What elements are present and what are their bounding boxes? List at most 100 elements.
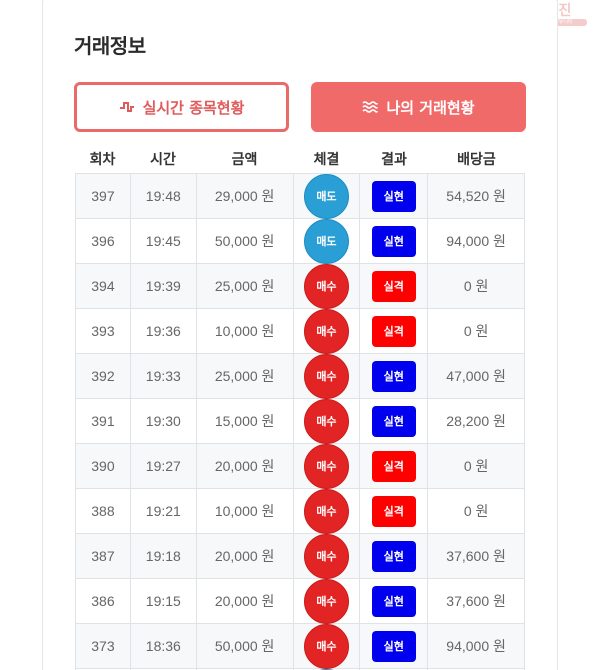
cell-time: 19:18 — [130, 534, 197, 579]
table-row: 387 19:18 20,000 원 매수 실현 37,600 원 — [76, 533, 525, 579]
execution-badge: 매수 — [303, 623, 349, 669]
cell-result: 실현 — [360, 624, 429, 669]
tab-realtime-label: 실시간 종목현황 — [142, 98, 245, 117]
cell-payout: 54,520 원 — [428, 174, 525, 219]
cell-time: 19:30 — [130, 399, 197, 444]
cell-result: 실현 — [360, 579, 429, 624]
table-row: 392 19:33 25,000 원 매수 실현 47,000 원 — [76, 353, 525, 399]
result-badge: 실현 — [371, 630, 416, 662]
result-badge: 실현 — [371, 540, 416, 572]
cell-result: 실현 — [360, 399, 429, 444]
cell-time: 19:21 — [130, 489, 197, 534]
table-row: 386 19:15 20,000 원 매수 실현 37,600 원 — [76, 578, 525, 624]
cell-result: 실현 — [360, 534, 429, 579]
cell-payout: 0 원 — [428, 309, 525, 354]
cell-amount: 29,000 원 — [196, 174, 294, 219]
cell-amount: 50,000 원 — [196, 624, 294, 669]
execution-badge: 매도 — [303, 218, 349, 264]
cell-round: 394 — [76, 264, 131, 309]
result-badge: 실격 — [371, 315, 416, 347]
table-row: 388 19:21 10,000 원 매수 실격 0 원 — [76, 488, 525, 534]
result-badge: 실격 — [371, 450, 416, 482]
table-row: 393 19:36 10,000 원 매수 실격 0 원 — [76, 308, 525, 354]
cell-amount: 25,000 원 — [196, 354, 294, 399]
cell-time: 19:45 — [130, 219, 197, 264]
execution-badge: 매수 — [303, 533, 349, 579]
trade-table: 397 19:48 29,000 원 매도 실현 54,520 원 396 19:45 50,0… — [75, 173, 525, 670]
cell-result: 실격 — [360, 309, 429, 354]
cell-result: 실현 — [360, 174, 429, 219]
table-header: 회차 시간 금액 체결 결과 배당금 — [75, 145, 525, 173]
col-time: 시간 — [150, 152, 176, 168]
cell-payout: 28,200 원 — [428, 399, 525, 444]
col-execution: 체결 — [313, 152, 340, 168]
table-row: 390 19:27 20,000 원 매수 실격 0 원 — [76, 443, 525, 489]
page-title: 거래정보 — [74, 34, 146, 58]
execution-badge: 매수 — [303, 578, 349, 624]
col-payout: 배당금 — [457, 152, 496, 168]
cell-execution: 매도 — [293, 218, 361, 264]
cell-amount: 10,000 원 — [196, 489, 294, 534]
cell-payout: 94,000 원 — [428, 624, 525, 669]
cell-time: 19:48 — [130, 174, 197, 219]
cell-payout: 37,600 원 — [428, 579, 525, 624]
result-badge: 실현 — [371, 225, 416, 257]
col-round: 회차 — [89, 152, 116, 168]
cell-result: 실현 — [360, 219, 429, 264]
cell-amount: 20,000 원 — [196, 534, 294, 579]
result-badge: 실현 — [371, 405, 416, 437]
tab-realtime-status[interactable]: 실시간 종목현황 — [74, 82, 289, 132]
table-row: 373 18:36 50,000 원 매수 실현 94,000 원 — [76, 623, 525, 669]
cell-time: 19:33 — [130, 354, 197, 399]
table-row: 394 19:39 25,000 원 매수 실격 0 원 — [76, 263, 525, 309]
cell-amount: 20,000 원 — [196, 444, 294, 489]
cell-execution: 매수 — [293, 623, 361, 669]
cell-amount: 50,000 원 — [196, 219, 294, 264]
cell-execution: 매수 — [293, 578, 361, 624]
cell-time: 18:36 — [130, 624, 197, 669]
cell-result: 실격 — [360, 444, 429, 489]
cell-payout: 37,600 원 — [428, 534, 525, 579]
execution-badge: 매수 — [303, 353, 349, 399]
cell-amount: 10,000 원 — [196, 309, 294, 354]
col-amount: 금액 — [231, 152, 258, 168]
table-row: 396 19:45 50,000 원 매도 실현 94,000 원 — [76, 218, 525, 264]
cell-payout: 94,000 원 — [428, 219, 525, 264]
cell-result: 실격 — [360, 489, 429, 534]
cell-execution: 매수 — [293, 533, 361, 579]
table-row: 397 19:48 29,000 원 매도 실현 54,520 원 — [76, 173, 525, 219]
cell-execution: 매수 — [293, 308, 361, 354]
tab-my-trades[interactable]: 나의 거래현황 — [311, 82, 526, 132]
result-badge: 실현 — [371, 585, 416, 617]
cell-round: 387 — [76, 534, 131, 579]
cell-execution: 매수 — [293, 263, 361, 309]
cell-amount: 25,000 원 — [196, 264, 294, 309]
cell-time: 19:15 — [130, 579, 197, 624]
cell-round: 393 — [76, 309, 131, 354]
cell-execution: 매도 — [293, 173, 361, 219]
result-badge: 실현 — [371, 180, 416, 212]
cell-amount: 20,000 원 — [196, 579, 294, 624]
cell-payout: 0 원 — [428, 444, 525, 489]
cell-result: 실현 — [360, 354, 429, 399]
cell-payout: 0 원 — [428, 489, 525, 534]
wave-lines-icon — [362, 101, 379, 113]
cell-execution: 매수 — [293, 353, 361, 399]
pulse-icon — [119, 100, 135, 114]
execution-badge: 매도 — [303, 173, 349, 219]
cell-payout: 0 원 — [428, 264, 525, 309]
cell-time: 19:36 — [130, 309, 197, 354]
cell-round: 392 — [76, 354, 131, 399]
execution-badge: 매수 — [303, 398, 349, 444]
cell-round: 386 — [76, 579, 131, 624]
execution-badge: 매수 — [303, 308, 349, 354]
cell-round: 397 — [76, 174, 131, 219]
tab-my-trades-label: 나의 거래현황 — [386, 98, 475, 117]
cell-payout: 47,000 원 — [428, 354, 525, 399]
cell-time: 19:27 — [130, 444, 197, 489]
cell-round: 396 — [76, 219, 131, 264]
result-badge: 실격 — [371, 270, 416, 302]
result-badge: 실격 — [371, 495, 416, 527]
execution-badge: 매수 — [303, 263, 349, 309]
cell-result: 실격 — [360, 264, 429, 309]
